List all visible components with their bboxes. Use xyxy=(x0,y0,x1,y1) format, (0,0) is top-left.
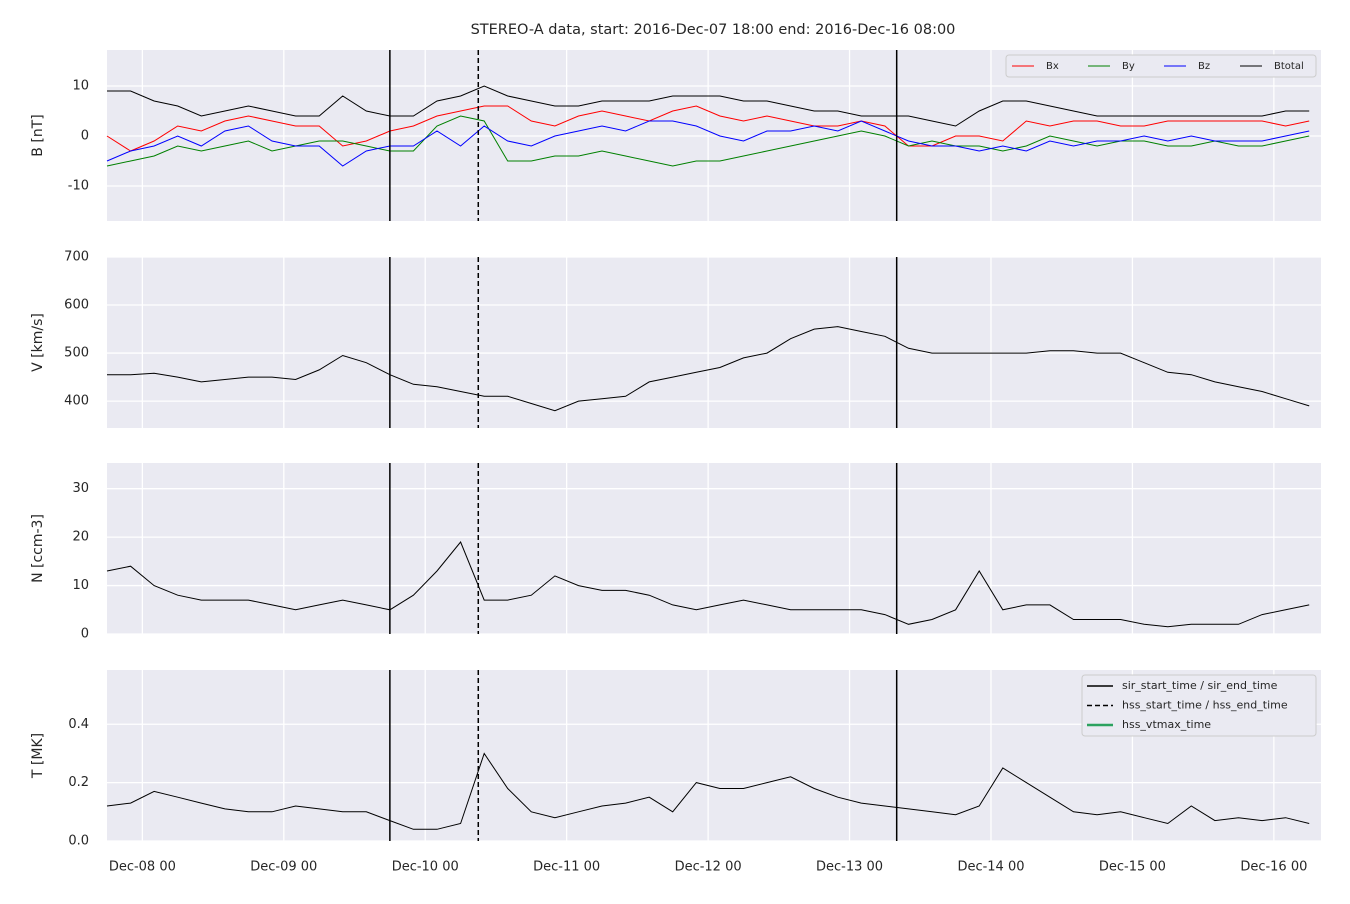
y-tick-label: 30 xyxy=(72,481,89,496)
data-line xyxy=(107,85,1310,127)
y-tick-label: 0 xyxy=(81,627,89,642)
legend-label: hss_start_time / hss_end_time xyxy=(1122,699,1288,712)
x-tick-label: Dec-13 00 xyxy=(816,860,883,875)
x-tick-label: Dec-15 00 xyxy=(1099,860,1166,875)
x-tick-label: Dec-11 00 xyxy=(533,860,600,875)
legend-box xyxy=(1005,54,1317,78)
chart-title: STEREO-A data, start: 2016-Dec-07 18:00 … xyxy=(471,22,956,38)
x-tick-label: Dec-16 00 xyxy=(1240,860,1307,875)
data-line xyxy=(106,105,1310,152)
y-axis-label: B [nT] xyxy=(30,114,46,156)
x-tick-label: Dec-12 00 xyxy=(675,860,742,875)
x-tick-label: Dec-10 00 xyxy=(392,860,459,875)
y-axis-label: V [km/s] xyxy=(30,313,46,372)
y-tick-label: 0.2 xyxy=(68,775,89,790)
y-tick-label: 0 xyxy=(81,129,89,144)
data-line xyxy=(107,326,1310,412)
plot-area xyxy=(107,463,1321,634)
data-line xyxy=(106,115,1310,167)
legend-label: By xyxy=(1122,61,1135,72)
legend-label: sir_start_time / sir_end_time xyxy=(1122,679,1278,692)
legend-label: Bx xyxy=(1046,61,1059,72)
legend-label: Btotal xyxy=(1274,61,1304,72)
x-tick-label: Dec-14 00 xyxy=(957,860,1024,875)
y-tick-label: 0.4 xyxy=(68,717,89,732)
y-tick-label: 0.0 xyxy=(68,834,89,849)
y-tick-label: -10 xyxy=(68,179,89,194)
x-tick-label: Dec-08 00 xyxy=(109,860,176,875)
y-tick-label: 700 xyxy=(64,250,89,265)
data-line xyxy=(106,120,1310,167)
legend-label: Bz xyxy=(1198,61,1210,72)
y-tick-label: 20 xyxy=(72,530,89,545)
plot-area xyxy=(107,257,1321,428)
legend-box xyxy=(1081,674,1317,737)
data-line xyxy=(106,541,1310,628)
data-line xyxy=(106,752,1310,830)
y-tick-label: 10 xyxy=(72,578,89,593)
legend-label: hss_vtmax_time xyxy=(1122,718,1211,731)
x-tick-label: Dec-09 00 xyxy=(250,860,317,875)
y-axis-label: T [MK] xyxy=(30,733,46,779)
y-axis-label: N [ccm-3] xyxy=(30,514,46,583)
y-tick-label: 400 xyxy=(64,394,89,409)
y-tick-label: 500 xyxy=(64,346,89,361)
y-tick-label: 600 xyxy=(64,298,89,313)
y-tick-label: 10 xyxy=(72,79,89,94)
